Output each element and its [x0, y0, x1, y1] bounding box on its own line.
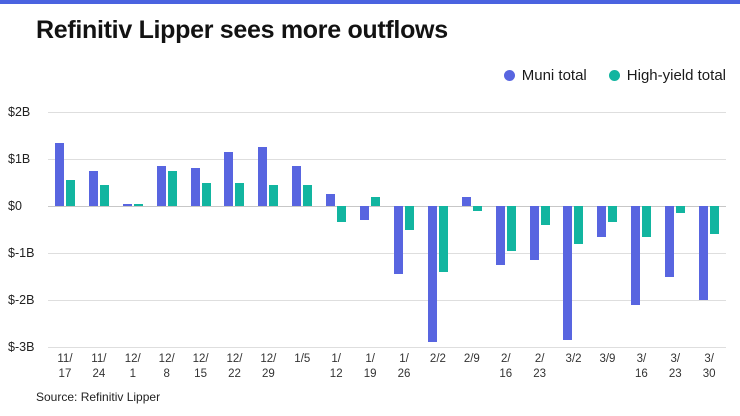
- muni-series-dot-icon: [503, 70, 515, 81]
- x-tick-label: 2/ 16: [499, 353, 513, 380]
- x-tick-label: 12/ 1: [124, 353, 141, 380]
- muni-bar: [597, 206, 607, 237]
- muni-bar: [665, 206, 675, 277]
- x-tick-label: 3/ 23: [668, 353, 682, 380]
- x-tick-label: 3/2: [565, 353, 582, 365]
- x-tick-label: 2/ 23: [533, 353, 547, 380]
- x-tick-label: 1/5: [294, 353, 311, 365]
- x-tick-label: 2/2: [429, 353, 446, 365]
- y-tick-label: $1B: [8, 152, 31, 166]
- legend-label-muni: Muni total: [521, 67, 587, 84]
- y-tick-label: $2B: [8, 105, 31, 119]
- muni-bar: [495, 206, 505, 265]
- muni-bar: [393, 206, 403, 275]
- high-yield-bar: [99, 184, 109, 206]
- legend-label-high-yield: High-yield total: [626, 67, 726, 84]
- muni-bar: [529, 206, 539, 261]
- gridline: [48, 159, 726, 160]
- x-tick-label: 1/ 26: [397, 353, 411, 380]
- plot-area: [48, 112, 726, 348]
- muni-bar: [258, 147, 268, 206]
- legend-item-high-yield: High-yield total: [608, 67, 726, 84]
- x-tick-label: 11/ 24: [91, 353, 107, 380]
- muni-bar: [156, 166, 166, 206]
- high-yield-bar: [337, 206, 347, 223]
- high-yield-bar: [269, 184, 279, 206]
- x-tick-label: 12/ 8: [158, 353, 175, 380]
- high-yield-bar: [167, 170, 177, 206]
- y-tick-label: $-1B: [8, 246, 35, 260]
- x-tick-label: 1/ 12: [329, 353, 343, 380]
- y-tick-label: $-3B: [8, 340, 35, 354]
- x-tick-label: 3/ 30: [702, 353, 716, 380]
- muni-bar: [427, 206, 437, 343]
- x-tick-label: 12/ 29: [260, 353, 277, 380]
- high-yield-bar: [133, 203, 143, 206]
- high-yield-bar: [472, 206, 482, 211]
- high-yield-bar: [404, 206, 414, 230]
- y-tick-label: $0: [8, 199, 22, 213]
- muni-bar: [88, 170, 98, 206]
- x-axis-labels: 11/ 17 11/ 24 12/ 1 12/ 8 12/ 15 12/ 22 12/ 29…: [48, 352, 726, 382]
- high-yield-bar: [574, 206, 584, 244]
- y-tick-label: $-2B: [8, 293, 35, 307]
- muni-bar: [54, 142, 64, 206]
- high-yield-bar: [642, 206, 652, 237]
- high-yield-bar: [506, 206, 516, 251]
- muni-bar: [631, 206, 641, 305]
- high-yield-bar: [303, 184, 313, 206]
- gridline: [48, 253, 726, 254]
- muni-bar: [360, 206, 370, 221]
- high-yield-bar: [65, 180, 75, 206]
- high-yield-bar: [371, 196, 381, 206]
- y-axis-labels: $2B $1B $0 $-1B $-2B $-3B: [8, 105, 46, 354]
- muni-bar: [699, 206, 709, 300]
- x-tick-label: 12/ 15: [192, 353, 209, 380]
- muni-bar: [461, 196, 471, 206]
- muni-bar: [326, 194, 336, 206]
- high-yield-bar: [201, 182, 211, 206]
- high-yield-bar: [676, 206, 686, 214]
- legend-item-muni: Muni total: [503, 67, 587, 84]
- muni-bar: [292, 166, 302, 206]
- x-tick-label: 1/ 19: [363, 353, 377, 380]
- gridline: [48, 112, 726, 113]
- x-tick-label: 12/ 22: [226, 353, 243, 380]
- muni-bar: [224, 151, 234, 206]
- high-yield-series-dot-icon: [608, 70, 620, 81]
- x-tick-label: 11/ 17: [57, 353, 73, 380]
- high-yield-bar: [540, 206, 550, 225]
- x-tick-label: 3/ 16: [634, 353, 648, 380]
- muni-bar: [190, 168, 200, 206]
- chart-title: Refinitiv Lipper sees more outflows: [36, 16, 448, 44]
- high-yield-bar: [608, 206, 618, 223]
- x-tick-label: 2/9: [463, 353, 480, 365]
- zero-gridline: [48, 206, 726, 207]
- muni-bar: [563, 206, 573, 340]
- high-yield-bar: [710, 206, 720, 235]
- high-yield-bar: [235, 182, 245, 206]
- high-yield-bar: [438, 206, 448, 272]
- x-tick-label: 3/9: [599, 353, 616, 365]
- top-accent-bar: [0, 0, 740, 4]
- gridline: [48, 300, 726, 301]
- source-note: Source: Refinitiv Lipper: [36, 390, 161, 404]
- muni-bar: [122, 203, 132, 206]
- gridline: [48, 347, 726, 348]
- legend: Muni total High-yield total: [503, 67, 726, 84]
